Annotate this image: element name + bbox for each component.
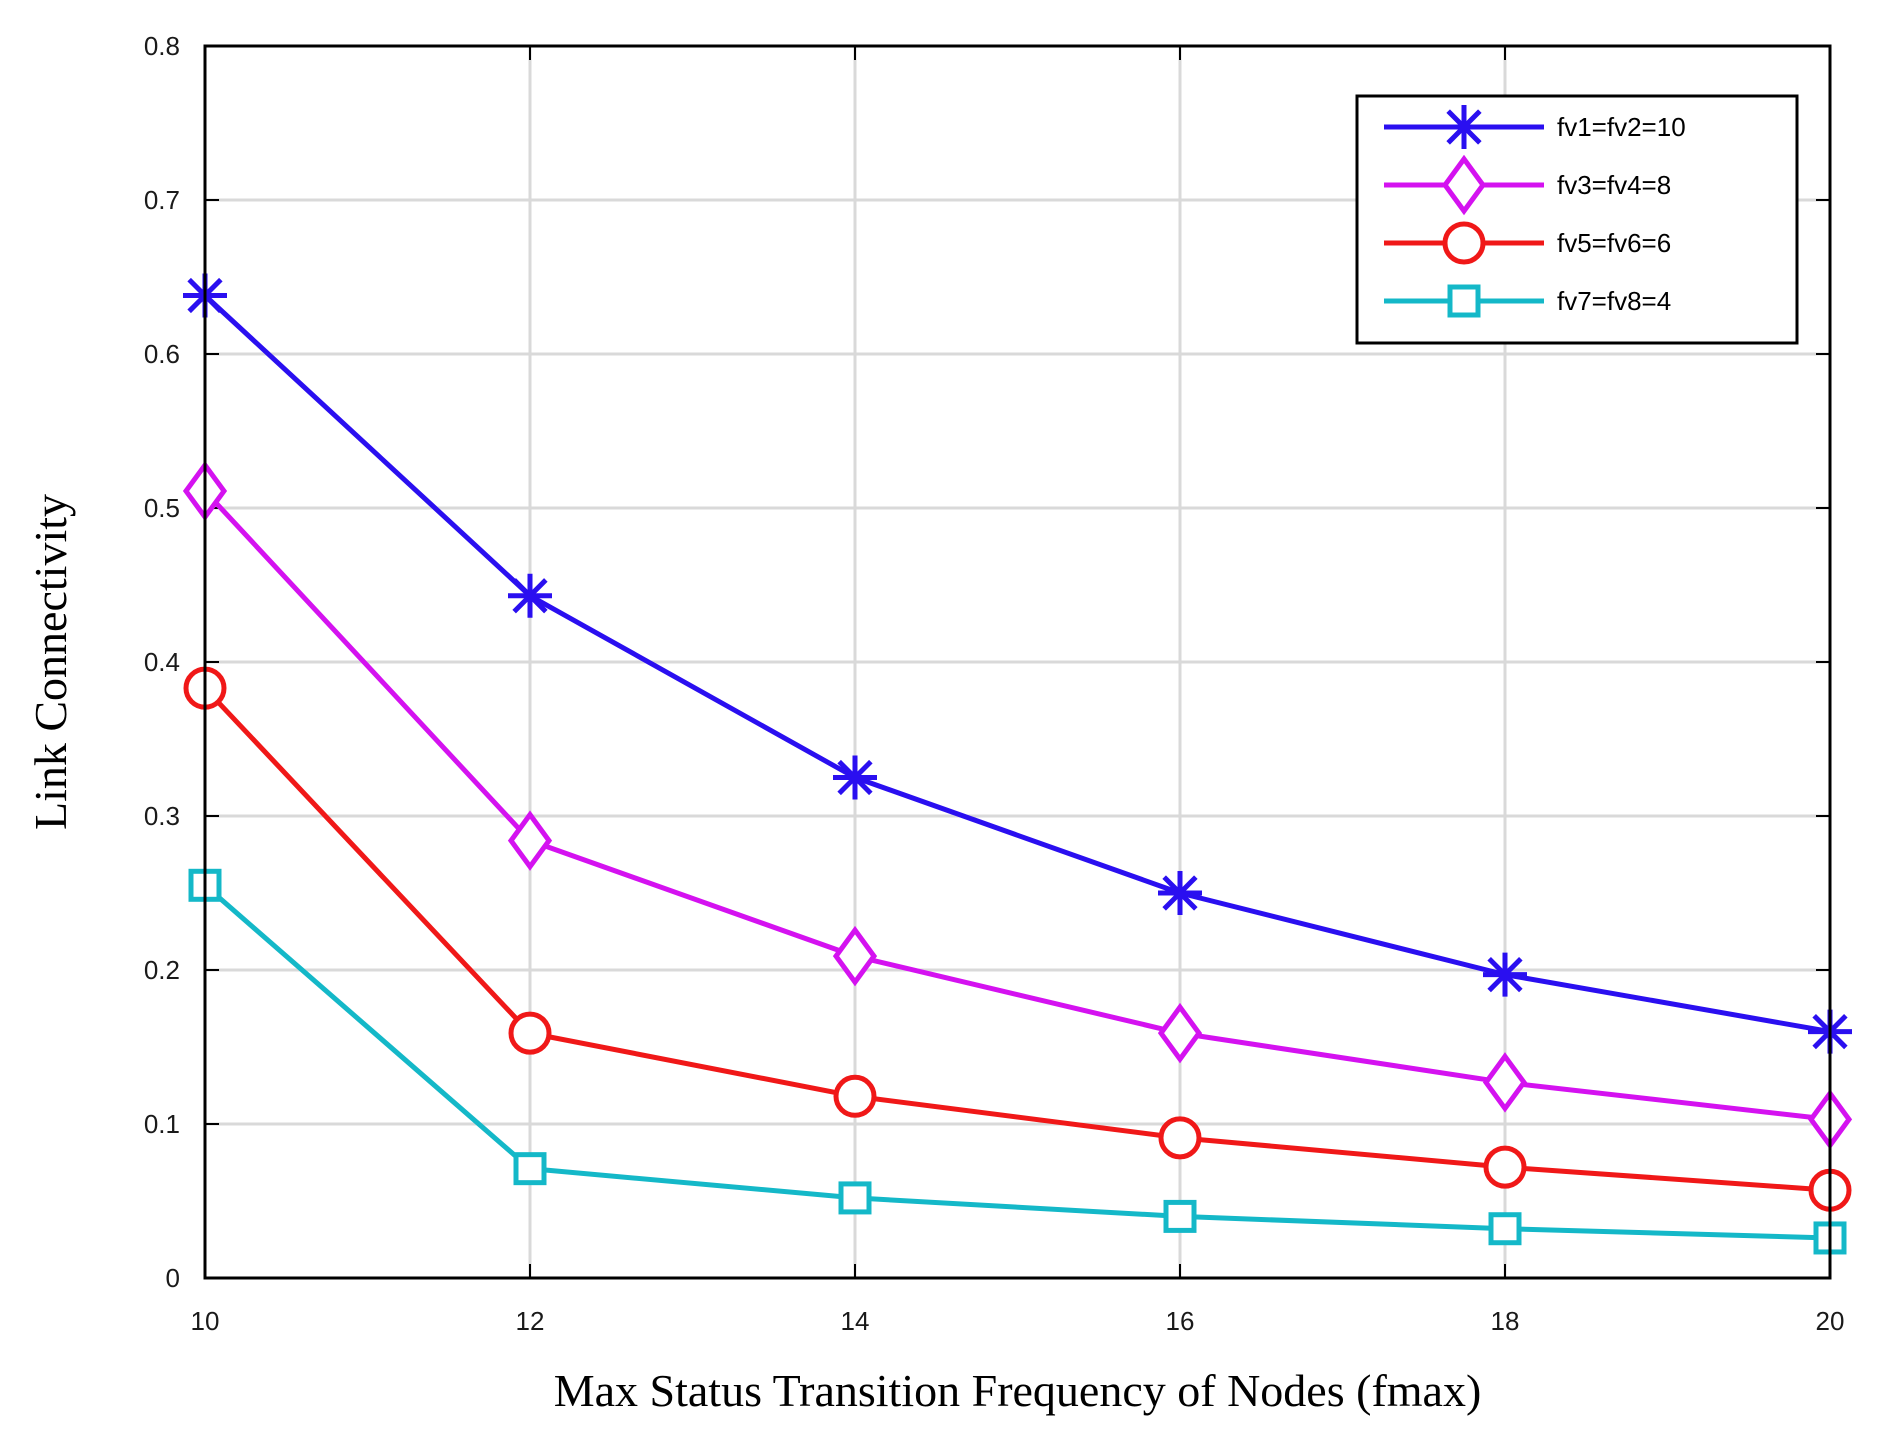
- data-point: [1163, 1199, 1197, 1233]
- legend-item: fv3=fv4=8: [1384, 154, 1671, 216]
- legend-item: fv5=fv6=6: [1384, 221, 1671, 265]
- series-1: [183, 273, 1852, 1054]
- y-tick-label: 0.3: [144, 801, 180, 831]
- data-point: [1483, 952, 1527, 997]
- data-point: [513, 1152, 547, 1186]
- series-line: [203, 293, 1831, 1035]
- series-line: [203, 686, 1831, 1193]
- x-tick-label: 10: [191, 1306, 220, 1336]
- legend-marker: [1442, 221, 1486, 265]
- legend-item: fv7=fv8=4: [1384, 284, 1671, 318]
- y-tick-label: 0: [166, 1263, 180, 1293]
- x-tick-label: 16: [1166, 1306, 1195, 1336]
- y-tick-label: 0.5: [144, 493, 180, 523]
- y-tick-label: 0.7: [144, 185, 180, 215]
- data-point: [833, 1074, 877, 1118]
- series-3: [183, 666, 1852, 1212]
- legend-label: fv7=fv8=4: [1557, 286, 1671, 316]
- data-point: [1157, 1002, 1203, 1064]
- data-point: [1482, 1052, 1528, 1113]
- data-point: [838, 1181, 872, 1215]
- legend-marker: [1447, 284, 1481, 318]
- y-tick-label: 0.6: [144, 339, 180, 369]
- data-point: [833, 755, 877, 800]
- data-point: [1158, 871, 1202, 915]
- data-point: [1158, 1116, 1202, 1160]
- data-series: [182, 273, 1853, 1255]
- y-axis-title: Link Connectivity: [25, 494, 76, 830]
- x-tick-label: 20: [1816, 1306, 1845, 1336]
- series-line: [203, 489, 1831, 1122]
- plot-frame: [203, 44, 1832, 1280]
- data-point: [1483, 1145, 1527, 1189]
- legend-label: fv5=fv6=6: [1557, 228, 1671, 258]
- data-point: [507, 810, 553, 871]
- x-tick-label: 12: [516, 1306, 545, 1336]
- series-line: [203, 883, 1831, 1241]
- legend: fv1=fv2=10 fv3=fv4=8 fv5=fv6=6 fv7=fv8=4: [1355, 94, 1799, 345]
- series-4: [188, 868, 1847, 1255]
- data-point: [1488, 1212, 1522, 1246]
- legend-marker: [1442, 105, 1486, 149]
- data-point: [508, 1011, 552, 1055]
- data-point: [832, 925, 878, 987]
- x-axis-title: Max Status Transition Frequency of Nodes…: [554, 1365, 1482, 1416]
- series-2: [182, 460, 1853, 1150]
- legend-label: fv3=fv4=8: [1557, 170, 1671, 200]
- y-tick-label: 0.1: [144, 1109, 180, 1139]
- legend-item: fv1=fv2=10: [1384, 105, 1686, 149]
- grid-lines: [205, 46, 1830, 1278]
- x-tick-label: 14: [841, 1306, 870, 1336]
- y-tick-label: 0.2: [144, 955, 180, 985]
- y-tick-label: 0.8: [144, 31, 180, 61]
- legend-label: fv1=fv2=10: [1557, 112, 1686, 142]
- legend-marker: [1441, 154, 1487, 216]
- x-tick-label: 18: [1491, 1306, 1520, 1336]
- tick-labels: 10 12 14 16 18 20 0 0.1 0.2 0.3 0.4 0.5 0.6 0.7 0.8: [144, 31, 1845, 1336]
- data-point: [508, 573, 552, 618]
- y-tick-label: 0.4: [144, 647, 180, 677]
